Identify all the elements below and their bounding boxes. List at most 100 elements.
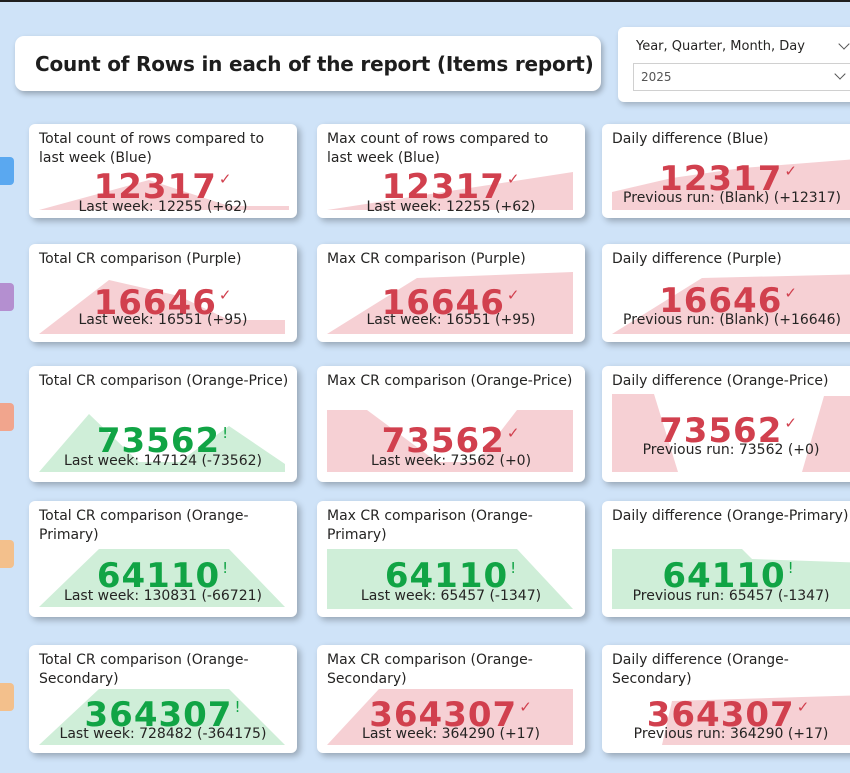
- kpi-card[interactable]: Total CR comparison (Purple) 16646 ✓ Last…: [29, 244, 297, 342]
- check-icon: ✓: [506, 286, 521, 304]
- window-top-border: [0, 0, 850, 2]
- report-title-box: Count of Rows in each of the report (Ite…: [15, 36, 601, 91]
- alert-icon: !: [234, 698, 242, 716]
- report-title: Count of Rows in each of the report (Ite…: [35, 51, 594, 76]
- trend-sparkline: [327, 272, 573, 334]
- kpi-card-title: Max CR comparison (Orange-Primary): [327, 508, 533, 543]
- row-marker-blue: [0, 157, 14, 185]
- kpi-comparison: Previous run: 364290 (+17): [633, 726, 829, 742]
- trend-sparkline: [39, 414, 285, 472]
- kpi-comparison: Last week: 12255 (+62): [366, 199, 536, 215]
- kpi-card[interactable]: Max count of rows compared to last week …: [317, 124, 585, 218]
- trend-sparkline: [39, 280, 285, 334]
- check-icon: ✓: [784, 284, 798, 302]
- kpi-value: 64110!: [96, 556, 230, 596]
- kpi-card-title: Daily difference (Purple): [612, 251, 782, 267]
- check-icon: ✓: [519, 698, 533, 716]
- kpi-card[interactable]: Max CR comparison (Orange-Price) 73562 ✓ …: [317, 366, 585, 482]
- kpi-comparison: Last week: 16551 (+95): [78, 312, 248, 328]
- kpi-card-title: Daily difference (Orange-Price): [612, 373, 829, 389]
- trend-sparkline: [612, 394, 850, 472]
- trend-sparkline: [39, 180, 289, 210]
- kpi-value: 364307 ✓: [646, 695, 811, 735]
- kpi-comparison: Last week: 364290 (+17): [362, 726, 540, 742]
- slicer-dropdown[interactable]: 2025: [633, 63, 850, 91]
- kpi-value: 364307 ✓: [369, 695, 533, 735]
- kpi-card-title: Total CR comparison (Orange-Price): [39, 373, 289, 389]
- kpi-card[interactable]: Daily difference (Orange-Price) 73562 ✓ P…: [602, 366, 850, 482]
- dropdown-chevron-icon[interactable]: [834, 68, 846, 80]
- kpi-value: 16646 ✓: [381, 283, 521, 323]
- kpi-card-title: Max CR comparison (Orange-Price): [327, 373, 573, 389]
- check-icon: ✓: [218, 170, 233, 188]
- kpi-card-title: Total CR comparison (Orange-Primary): [39, 508, 249, 543]
- kpi-comparison: Last week: 12255 (+62): [78, 199, 248, 215]
- kpi-comparison: Last week: 147124 (-73562): [64, 453, 262, 469]
- trend-sparkline: [612, 549, 850, 609]
- trend-sparkline: [612, 695, 850, 745]
- check-icon: ✓: [506, 170, 521, 188]
- kpi-comparison: Last week: 130831 (-66721): [64, 588, 262, 604]
- kpi-card[interactable]: Max CR comparison (Orange-Secondary) 364…: [317, 645, 585, 753]
- alert-icon: !: [510, 559, 518, 577]
- kpi-value: 64110!: [384, 556, 518, 596]
- trend-sparkline: [612, 274, 850, 334]
- kpi-card-title: Total count of rows compared to last wee…: [39, 131, 265, 166]
- kpi-value: 16646 ✓: [659, 281, 798, 321]
- trend-sparkline: [327, 549, 573, 609]
- kpi-card[interactable]: Total CR comparison (Orange-Secondary) 3…: [29, 645, 297, 753]
- kpi-comparison: Last week: 73562 (+0): [370, 453, 532, 469]
- slicer-label: Year, Quarter, Month, Day: [636, 39, 805, 54]
- kpi-comparison: Last week: 728482 (-364175): [59, 726, 267, 742]
- kpi-card-title: Daily difference (Blue): [612, 131, 769, 147]
- kpi-value: 12317 ✓: [381, 167, 521, 207]
- kpi-value: 16646 ✓: [93, 283, 233, 323]
- kpi-card[interactable]: Daily difference (Purple) 16646 ✓ Previou…: [602, 244, 850, 342]
- trend-sparkline: [612, 159, 850, 210]
- kpi-comparison: Previous run: (Blank) (+12317): [623, 190, 841, 206]
- kpi-value: 73562 ✓: [659, 411, 798, 451]
- kpi-card[interactable]: Total CR comparison (Orange-Primary) 641…: [29, 501, 297, 617]
- row-marker-orange-primary: [0, 540, 14, 568]
- kpi-card[interactable]: Max CR comparison (Orange-Primary) 64110…: [317, 501, 585, 617]
- kpi-card-title: Max CR comparison (Purple): [327, 251, 526, 267]
- kpi-comparison: Last week: 16551 (+95): [366, 312, 536, 328]
- trend-sparkline: [327, 172, 573, 210]
- kpi-card[interactable]: Daily difference (Orange-Secondary) 3643…: [602, 645, 850, 753]
- check-icon: ✓: [784, 162, 798, 180]
- kpi-card-title: Max CR comparison (Orange-Secondary): [327, 652, 533, 687]
- kpi-value: 364307!: [84, 695, 242, 735]
- check-icon: ✓: [784, 414, 798, 432]
- check-icon: ✓: [796, 698, 811, 716]
- kpi-comparison: Previous run: 73562 (+0): [642, 442, 820, 458]
- trend-sparkline: [327, 410, 573, 472]
- date-hierarchy-slicer[interactable]: Year, Quarter, Month, Day 2025: [618, 27, 850, 102]
- kpi-value: 73562!: [96, 421, 230, 461]
- alert-icon: !: [222, 559, 230, 577]
- kpi-card-title: Daily difference (Orange-Primary): [612, 508, 849, 524]
- kpi-card-title: Total CR comparison (Purple): [39, 251, 242, 267]
- kpi-card[interactable]: Total count of rows compared to last wee…: [29, 124, 297, 218]
- row-marker-orange-secondary: [0, 683, 14, 711]
- kpi-value: 12317 ✓: [659, 159, 798, 199]
- alert-icon: !: [787, 559, 795, 577]
- trend-sparkline: [39, 549, 285, 607]
- alert-icon: !: [222, 424, 230, 442]
- kpi-card-title: Max count of rows compared to last week …: [327, 131, 549, 166]
- check-icon: ✓: [218, 286, 233, 304]
- kpi-card[interactable]: Total CR comparison (Orange-Price) 73562…: [29, 366, 297, 482]
- trend-sparkline: [39, 689, 285, 745]
- kpi-card[interactable]: Max CR comparison (Purple) 16646 ✓ Last w…: [317, 244, 585, 342]
- kpi-comparison: Last week: 65457 (-1347): [360, 588, 542, 604]
- kpi-value: 73562 ✓: [381, 421, 521, 461]
- kpi-card-title: Total CR comparison (Orange-Secondary): [39, 652, 249, 687]
- row-marker-purple: [0, 283, 14, 311]
- kpi-card[interactable]: Daily difference (Orange-Primary) 64110!…: [602, 501, 850, 617]
- trend-sparkline: [327, 689, 573, 745]
- kpi-card[interactable]: Daily difference (Blue) 12317 ✓ Previous …: [602, 124, 850, 218]
- check-icon: ✓: [506, 424, 521, 442]
- kpi-comparison: Previous run: (Blank) (+16646): [623, 312, 841, 328]
- row-marker-orange-price: [0, 403, 14, 431]
- kpi-value: 64110!: [662, 556, 795, 596]
- chevron-down-icon[interactable]: [838, 38, 850, 50]
